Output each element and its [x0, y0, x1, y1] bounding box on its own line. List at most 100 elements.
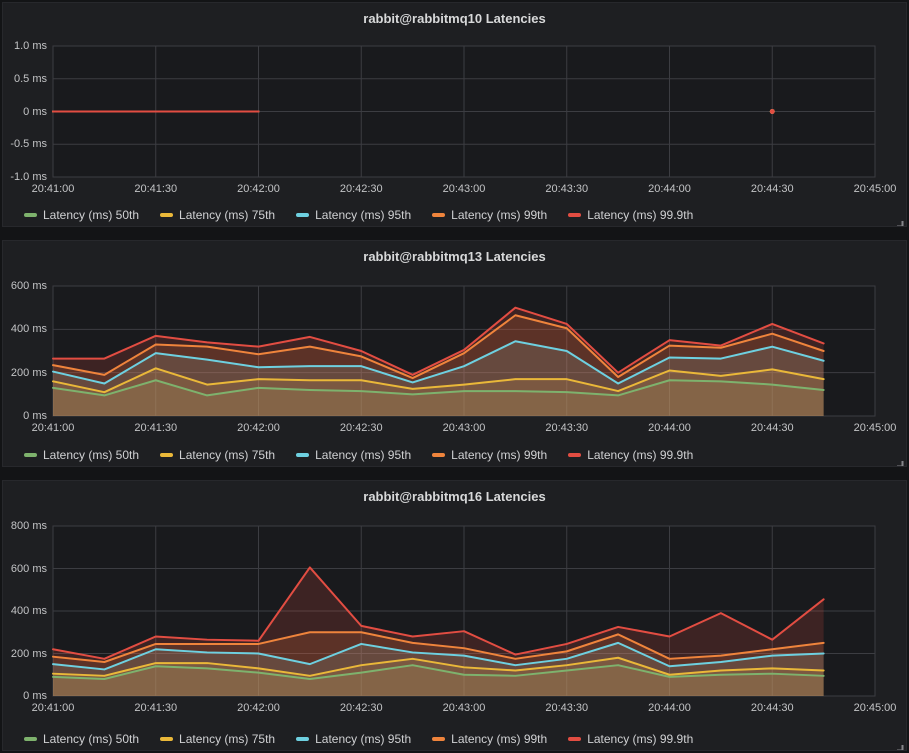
legend-item[interactable]: Latency (ms) 95th: [296, 732, 411, 746]
series-area: [53, 380, 824, 416]
y-axis-tick-label: 400 ms: [10, 323, 47, 336]
chart-canvas[interactable]: [3, 3, 907, 179]
x-axis-tick-label: 20:42:30: [339, 702, 383, 714]
legend-label: Latency (ms) 50th: [43, 448, 140, 462]
panel-resize-handle-icon[interactable]: [895, 215, 904, 226]
legend-label: Latency (ms) 50th: [43, 732, 140, 746]
legend-label: Latency (ms) 99th: [451, 448, 548, 462]
x-axis-tick-label: 20:41:00: [31, 702, 75, 714]
legend-item[interactable]: Latency (ms) 50th: [24, 448, 139, 462]
legend-swatch-icon: [568, 453, 582, 457]
legend: Latency (ms) 50th Latency (ms) 75th Latenc…: [24, 208, 693, 222]
chart-area[interactable]: 600 ms 400 ms 200 ms 0 ms 20:41:00 20:41:30 20…: [3, 241, 906, 466]
legend-item[interactable]: Latency (ms) 99th: [432, 208, 547, 222]
x-axis-tick-label: 20:45:00: [853, 422, 897, 434]
x-axis-tick-label: 20:44:00: [648, 183, 691, 195]
legend-label: Latency (ms) 95th: [315, 208, 412, 222]
y-axis-tick-label: -1.0 ms: [10, 171, 47, 183]
legend-item[interactable]: Latency (ms) 95th: [296, 208, 411, 222]
x-axis-tick-label: 20:41:00: [31, 183, 75, 195]
x-axis-tick-label: 20:41:00: [31, 422, 75, 434]
series-line[interactable]: [52, 367, 825, 394]
chart-area[interactable]: 1.0 ms 0.5 ms 0 ms -0.5 ms -1.0 ms 20:41:00 20…: [3, 3, 906, 226]
legend-label: Latency (ms) 95th: [315, 448, 412, 462]
panel-resize-handle-icon[interactable]: [895, 455, 904, 466]
x-axis-tick-label: 20:43:00: [442, 422, 486, 434]
x-axis-tick-label: 20:42:30: [339, 183, 383, 195]
x-axis-tick-label: 20:41:30: [134, 422, 178, 434]
x-axis-tick-label: 20:41:30: [134, 702, 178, 714]
legend-swatch-icon: [296, 737, 310, 741]
series-line[interactable]: [52, 566, 825, 660]
x-axis-tick-label: 20:43:30: [545, 183, 589, 195]
series-line[interactable]: [52, 631, 825, 663]
x-axis-tick-label: 20:41:30: [134, 183, 178, 195]
legend-label: Latency (ms) 75th: [179, 448, 276, 462]
legend-swatch-icon: [432, 213, 446, 217]
series-line[interactable]: [52, 641, 825, 671]
legend-item[interactable]: Latency (ms) 75th: [160, 208, 275, 222]
x-axis-tick-label: 20:43:00: [442, 702, 486, 714]
panel-title[interactable]: rabbit@rabbitmq16 Latencies: [363, 489, 546, 504]
series-line[interactable]: [52, 379, 825, 397]
legend-label: Latency (ms) 50th: [43, 208, 140, 222]
legend-item[interactable]: Latency (ms) 99th: [432, 732, 547, 746]
legend-item[interactable]: Latency (ms) 50th: [24, 208, 139, 222]
legend-label: Latency (ms) 75th: [179, 208, 276, 222]
legend-item[interactable]: Latency (ms) 99.9th: [568, 208, 693, 222]
y-axis-tick-label: 400 ms: [10, 605, 47, 617]
series-line[interactable]: [52, 340, 825, 385]
x-axis-tick-label: 20:45:00: [853, 183, 897, 195]
legend-item[interactable]: Latency (ms) 99.9th: [568, 732, 693, 746]
legend-item[interactable]: Latency (ms) 99.9th: [568, 448, 693, 462]
series-point[interactable]: [769, 109, 775, 114]
legend-swatch-icon: [296, 213, 310, 217]
legend-label: Latency (ms) 99.9th: [587, 732, 694, 746]
panel-resize-handle-icon[interactable]: [895, 739, 904, 750]
x-axis-tick-label: 20:43:30: [545, 702, 589, 714]
series-line[interactable]: [52, 306, 825, 376]
y-axis-tick-label: 800 ms: [10, 520, 47, 532]
chart-canvas[interactable]: [3, 241, 907, 418]
x-axis-tick-label: 20:42:00: [237, 422, 280, 434]
legend-label: Latency (ms) 99.9th: [587, 448, 694, 462]
x-axis-tick-label: 20:42:00: [237, 702, 280, 714]
panel-rabbitmq16-latencies: rabbit@rabbitmq16 Latencies 800 ms 600 ms…: [2, 480, 907, 751]
legend-label: Latency (ms) 99.9th: [587, 208, 694, 222]
legend-label: Latency (ms) 75th: [179, 732, 276, 746]
y-axis-tick-label: 0 ms: [23, 690, 47, 702]
legend-item[interactable]: Latency (ms) 99th: [432, 448, 547, 462]
legend-item[interactable]: Latency (ms) 95th: [296, 448, 411, 462]
legend: Latency (ms) 50th Latency (ms) 75th Latenc…: [24, 448, 693, 462]
legend-swatch-icon: [160, 737, 174, 741]
panel-title[interactable]: rabbit@rabbitmq13 Latencies: [363, 249, 546, 264]
x-axis-tick-label: 20:42:00: [237, 183, 280, 195]
x-axis-tick-label: 20:44:00: [648, 422, 691, 434]
series-line[interactable]: [52, 656, 825, 677]
plot-border: [52, 525, 876, 697]
y-axis-tick-label: 600 ms: [10, 562, 47, 575]
panel-rabbitmq10-latencies: rabbit@rabbitmq10 Latencies 1.0 ms 0.5 ms…: [2, 2, 907, 227]
series-line[interactable]: [52, 664, 825, 680]
x-axis-tick-label: 20:43:00: [442, 183, 486, 195]
legend-item[interactable]: Latency (ms) 75th: [160, 448, 275, 462]
series-line[interactable]: [52, 314, 825, 380]
legend: Latency (ms) 50th Latency (ms) 75th Latenc…: [24, 732, 693, 746]
legend-item[interactable]: Latency (ms) 50th: [24, 732, 139, 746]
x-axis-tick-label: 20:44:00: [648, 702, 691, 714]
y-axis-tick-label: 0 ms: [23, 410, 47, 422]
x-axis-tick-label: 20:42:30: [339, 422, 383, 434]
series-area: [53, 567, 824, 696]
legend-swatch-icon: [160, 213, 174, 217]
legend-swatch-icon: [24, 737, 37, 741]
plot-border: [52, 285, 876, 417]
legend-swatch-icon: [24, 453, 37, 457]
panel-title[interactable]: rabbit@rabbitmq10 Latencies: [363, 11, 546, 26]
legend-item[interactable]: Latency (ms) 75th: [160, 732, 275, 746]
legend-swatch-icon: [160, 453, 174, 457]
legend-label: Latency (ms) 95th: [315, 732, 412, 746]
legend-label: Latency (ms) 99th: [451, 208, 548, 222]
chart-area[interactable]: 800 ms 600 ms 400 ms 200 ms 0 ms 20:41:00 20:4…: [3, 481, 906, 750]
legend-swatch-icon: [296, 453, 310, 457]
chart-canvas[interactable]: [3, 481, 907, 698]
